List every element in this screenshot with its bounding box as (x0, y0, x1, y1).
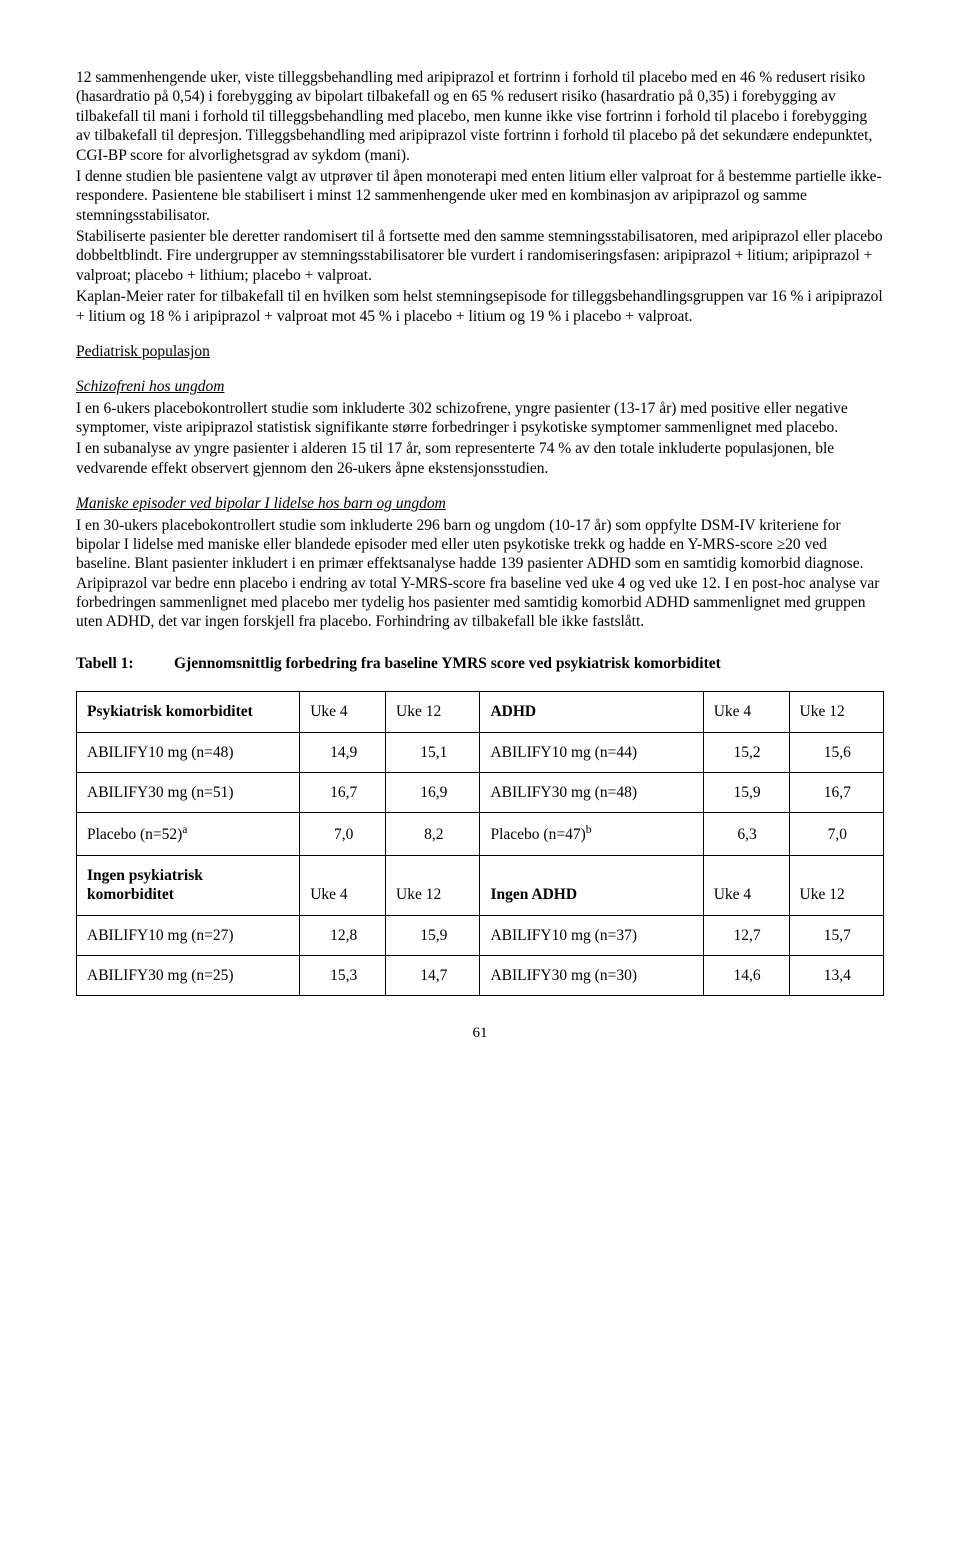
header-week4-c: Uke 4 (300, 855, 386, 915)
cell-label: ABILIFY30 mg (n=48) (480, 772, 703, 812)
header-week12-d: Uke 12 (789, 855, 883, 915)
header-week12-b: Uke 12 (789, 692, 883, 732)
table-row: ABILIFY10 mg (n=27) 12,8 15,9 ABILIFY10 … (77, 915, 884, 955)
cell-value: 15,7 (789, 915, 883, 955)
cell-value: 6,3 (703, 813, 789, 856)
cell-value: 16,7 (300, 772, 386, 812)
cell-value: 16,9 (386, 772, 480, 812)
header-week12-a: Uke 12 (386, 692, 480, 732)
cell-label-placebo-b: Placebo (n=47)b (480, 813, 703, 856)
cell-label: ABILIFY10 mg (n=48) (77, 732, 300, 772)
manic-heading: Maniske episoder ved bipolar I lidelse h… (76, 494, 884, 513)
cell-label: ABILIFY10 mg (n=37) (480, 915, 703, 955)
cell-value: 14,9 (300, 732, 386, 772)
table-row-placebo: Placebo (n=52)a 7,0 8,2 Placebo (n=47)b … (77, 813, 884, 856)
cell-value: 14,6 (703, 955, 789, 995)
table-row: ABILIFY30 mg (n=25) 15,3 14,7 ABILIFY30 … (77, 955, 884, 995)
paragraph-1: 12 sammenhengende uker, viste tilleggsbe… (76, 68, 884, 165)
cell-value: 8,2 (386, 813, 480, 856)
page-number: 61 (76, 1024, 884, 1043)
schizo-section: Schizofreni hos ungdom I en 6-ukers plac… (76, 377, 884, 478)
manic-section: Maniske episoder ved bipolar I lidelse h… (76, 494, 884, 632)
cell-value: 15,9 (703, 772, 789, 812)
table-header-row-1: Psykiatrisk komorbiditet Uke 4 Uke 12 AD… (77, 692, 884, 732)
table-label: Tabell 1: (76, 654, 174, 673)
schizo-paragraph-1: I en 6-ukers placebokontrollert studie s… (76, 399, 884, 438)
cell-label-placebo-a: Placebo (n=52)a (77, 813, 300, 856)
header-psychiatric: Psykiatrisk komorbiditet (77, 692, 300, 732)
cell-label: ABILIFY10 mg (n=44) (480, 732, 703, 772)
header-no-adhd: Ingen ADHD (480, 855, 703, 915)
table-caption-text: Gjennomsnittlig forbedring fra baseline … (174, 654, 721, 673)
pediatric-heading: Pediatrisk populasjon (76, 342, 884, 361)
intro-paragraphs: 12 sammenhengende uker, viste tilleggsbe… (76, 68, 884, 326)
header-week12-c: Uke 12 (386, 855, 480, 915)
cell-value: 7,0 (300, 813, 386, 856)
cell-value: 7,0 (789, 813, 883, 856)
cell-label: ABILIFY30 mg (n=30) (480, 955, 703, 995)
cell-value: 15,6 (789, 732, 883, 772)
paragraph-4: Kaplan-Meier rater for tilbakefall til e… (76, 287, 884, 326)
ymrs-table: Psykiatrisk komorbiditet Uke 4 Uke 12 AD… (76, 691, 884, 996)
cell-value: 15,2 (703, 732, 789, 772)
cell-value: 12,8 (300, 915, 386, 955)
table-caption: Tabell 1: Gjennomsnittlig forbedring fra… (76, 654, 884, 673)
paragraph-2: I denne studien ble pasientene valgt av … (76, 167, 884, 225)
paragraph-3: Stabiliserte pasienter ble deretter rand… (76, 227, 884, 285)
header-no-psychiatric: Ingen psykiatrisk komorbiditet (77, 855, 300, 915)
table-row: ABILIFY10 mg (n=48) 14,9 15,1 ABILIFY10 … (77, 732, 884, 772)
header-week4-d: Uke 4 (703, 855, 789, 915)
cell-label: ABILIFY30 mg (n=51) (77, 772, 300, 812)
schizo-heading: Schizofreni hos ungdom (76, 377, 884, 396)
header-week4-b: Uke 4 (703, 692, 789, 732)
cell-value: 15,1 (386, 732, 480, 772)
cell-value: 13,4 (789, 955, 883, 995)
schizo-paragraph-2: I en subanalyse av yngre pasienter i ald… (76, 439, 884, 478)
manic-paragraph: I en 30-ukers placebokontrollert studie … (76, 516, 884, 632)
table-header-row-2: Ingen psykiatrisk komorbiditet Uke 4 Uke… (77, 855, 884, 915)
cell-label: ABILIFY30 mg (n=25) (77, 955, 300, 995)
pediatric-heading-block: Pediatrisk populasjon (76, 342, 884, 361)
cell-value: 16,7 (789, 772, 883, 812)
cell-label: ABILIFY10 mg (n=27) (77, 915, 300, 955)
cell-value: 14,7 (386, 955, 480, 995)
header-adhd: ADHD (480, 692, 703, 732)
table-row: ABILIFY30 mg (n=51) 16,7 16,9 ABILIFY30 … (77, 772, 884, 812)
header-week4-a: Uke 4 (300, 692, 386, 732)
cell-value: 15,9 (386, 915, 480, 955)
cell-value: 12,7 (703, 915, 789, 955)
cell-value: 15,3 (300, 955, 386, 995)
